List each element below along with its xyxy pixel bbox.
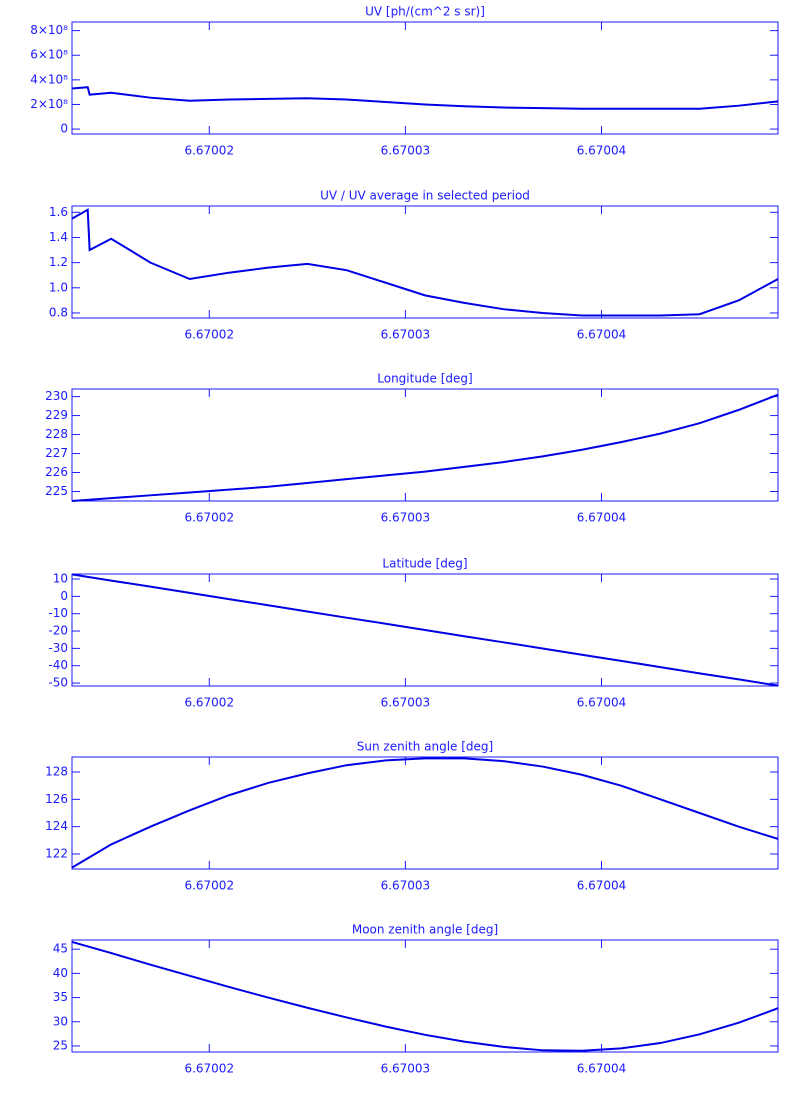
plot-frame [71, 939, 779, 1053]
y-tick-label: 122 [45, 846, 68, 860]
y-tick-label: 8×10⁸ [30, 23, 68, 37]
x-tick-label: 6.67002 [184, 144, 234, 158]
y-tick-label: -20 [48, 624, 68, 638]
x-tick-label: 6.67002 [184, 879, 234, 893]
y-tick-label: 6×10⁸ [30, 48, 68, 62]
data-line [71, 757, 779, 869]
x-tick-label: 6.67004 [577, 696, 627, 710]
panel: Latitude [deg] -50 -40 -30 -20 -10 0 10 6.67002 6… [48, 557, 779, 710]
plot-frame [71, 205, 779, 319]
y-tick-label: 35 [53, 990, 68, 1004]
y-tick-label: -40 [48, 658, 68, 672]
y-tick-label: -10 [48, 606, 68, 620]
x-tick-label: 6.67003 [381, 879, 431, 893]
y-tick-label: 1.4 [49, 230, 68, 244]
data-line [71, 393, 779, 502]
panel-title: Latitude [deg] [382, 557, 467, 571]
y-tick-label: 230 [45, 389, 68, 403]
x-tick-label: 6.67002 [184, 1062, 234, 1076]
data-line [71, 940, 779, 1052]
panel-title: Longitude [deg] [377, 372, 472, 386]
y-tick-label: 0 [60, 122, 68, 136]
y-tick-label: 4×10⁸ [30, 72, 68, 86]
x-tick-label: 6.67002 [184, 328, 234, 342]
x-tick-label: 6.67004 [577, 879, 627, 893]
y-tick-label: 1.6 [49, 205, 68, 219]
x-tick-label: 6.67004 [577, 1062, 627, 1076]
y-tick-label: 228 [45, 427, 68, 441]
plot-frame [71, 388, 779, 502]
x-tick-label: 6.67003 [381, 696, 431, 710]
y-tick-label: 10 [53, 572, 68, 586]
y-tick-label: 25 [53, 1038, 68, 1052]
y-tick-label: 40 [53, 966, 68, 980]
panel: UV [ph/(cm^2 s sr)] 0 2×10⁸ 4×10⁸ 6×10⁸ 8×10⁸… [30, 5, 779, 158]
plot-frame [71, 573, 779, 687]
x-tick-label: 6.67003 [381, 144, 431, 158]
y-tick-label: 225 [45, 484, 68, 498]
y-tick-label: -30 [48, 641, 68, 655]
x-tick-label: 6.67004 [577, 511, 627, 525]
y-tick-label: -50 [48, 676, 68, 690]
x-tick-label: 6.67003 [381, 511, 431, 525]
panel: Moon zenith angle [deg] 25 30 35 40 45 6.67002… [53, 923, 779, 1076]
y-tick-label: 0.8 [49, 305, 68, 319]
y-tick-label: 45 [53, 942, 68, 956]
data-line [71, 86, 779, 110]
x-tick-label: 6.67002 [184, 511, 234, 525]
y-tick-label: 126 [45, 792, 68, 806]
panel: Longitude [deg] 225 226 227 228 229 230 6.67002… [45, 372, 779, 525]
y-tick-label: 1.2 [49, 255, 68, 269]
panel: Sun zenith angle [deg] 122 124 126 128 6.6700… [45, 740, 779, 893]
x-tick-label: 6.67003 [381, 328, 431, 342]
x-tick-label: 6.67003 [381, 1062, 431, 1076]
y-tick-label: 1.0 [49, 280, 68, 294]
y-tick-label: 229 [45, 408, 68, 422]
x-tick-label: 6.67002 [184, 696, 234, 710]
x-tick-label: 6.67004 [577, 328, 627, 342]
y-tick-label: 2×10⁸ [30, 97, 68, 111]
y-tick-label: 226 [45, 465, 68, 479]
y-tick-label: 0 [60, 589, 68, 603]
panel: UV / UV average in selected period 0.8 1.0… [49, 189, 779, 342]
y-tick-label: 30 [53, 1014, 68, 1028]
panel-title: Moon zenith angle [deg] [352, 923, 498, 937]
panel-title: Sun zenith angle [deg] [357, 740, 493, 754]
y-tick-label: 128 [45, 765, 68, 779]
y-tick-label: 227 [45, 446, 68, 460]
plot-frame [71, 21, 779, 135]
data-line [71, 573, 779, 687]
panel-title: UV [ph/(cm^2 s sr)] [365, 5, 485, 19]
y-tick-label: 124 [45, 819, 68, 833]
data-line [71, 208, 779, 317]
panel-title: UV / UV average in selected period [320, 189, 530, 203]
plot-frame [71, 756, 779, 870]
x-tick-label: 6.67004 [577, 144, 627, 158]
